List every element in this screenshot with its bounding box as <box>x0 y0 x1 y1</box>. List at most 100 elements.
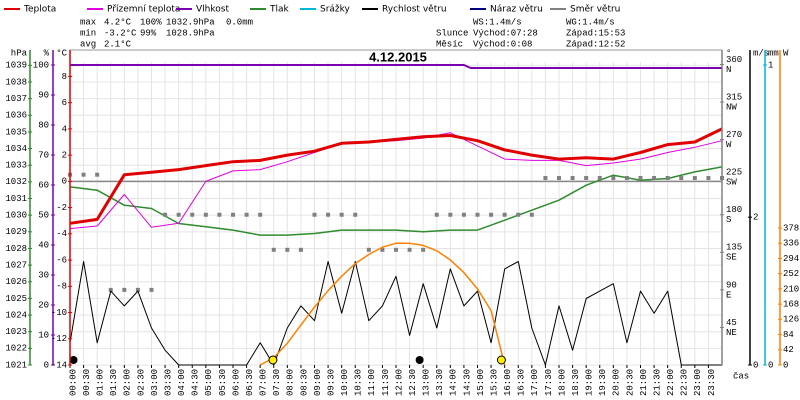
y-tick-label: 1030 <box>5 211 27 221</box>
y-tick-label: 1028 <box>5 244 27 254</box>
direction-point <box>203 212 208 217</box>
direction-point <box>176 212 181 217</box>
direction-point <box>285 247 290 252</box>
moon-marker <box>415 356 424 364</box>
direction-point <box>665 176 670 181</box>
x-tick-label: 15:00 <box>476 369 486 396</box>
y-tick-label: 1031 <box>5 194 27 204</box>
y-tick-label: 1026 <box>5 277 27 287</box>
header: max 4.2°C 100% 1032.9hPa 0.0mm min -3.2°… <box>4 5 625 49</box>
direction-point <box>217 212 222 217</box>
y-tick-label: 1025 <box>5 294 27 304</box>
y-tick-label: 270 <box>726 130 742 140</box>
y-tick-label: -10 <box>51 308 67 318</box>
direction-point <box>706 176 711 181</box>
y-tick-label: 225 <box>726 168 742 178</box>
x-tick-label: 18:30 <box>571 369 581 396</box>
legend-label: Teplota <box>23 5 56 15</box>
y-tick-label: 90 <box>38 90 49 100</box>
y-tick-label: 0 <box>783 360 788 370</box>
astro: Západ:15:53 <box>566 28 625 38</box>
wind-stat: WG:1.4m/s <box>566 17 615 27</box>
y-tick-label: 100 <box>33 60 49 70</box>
x-tick-label: 06:00 <box>231 369 241 396</box>
y-tick-label: 40 <box>38 240 49 250</box>
x-tick-label: 22:00 <box>666 369 676 396</box>
direction-point <box>95 172 100 177</box>
legend-label: Náraz větru <box>490 5 543 15</box>
y-tick-label: 60 <box>38 180 49 190</box>
direction-point <box>353 212 358 217</box>
stat: 99% <box>140 28 157 38</box>
x-tick-label: 11:00 <box>367 369 377 396</box>
stat: 2.1°C <box>104 39 132 49</box>
direction-point <box>434 212 439 217</box>
y-tick-label: 0 <box>62 177 67 187</box>
astro: Západ:12:52 <box>566 39 625 49</box>
y-tick-label: 0 <box>44 360 49 370</box>
x-tick-label: 21:00 <box>639 369 649 396</box>
x-tick-label: 02:00 <box>123 369 133 396</box>
x-tick-label: 11:30 <box>381 369 391 396</box>
direction-label: NE <box>726 328 737 338</box>
stat: -3.2°C <box>104 28 137 38</box>
x-tick-label: 07:00 <box>259 369 269 396</box>
x-tick-label: 07:30 <box>272 369 282 396</box>
direction-point <box>529 212 534 217</box>
x-tick-label: 13:00 <box>422 369 432 396</box>
y-tick-label: 0 <box>768 360 773 370</box>
x-tick-label: 17:00 <box>530 369 540 396</box>
direction-point <box>190 212 195 217</box>
direction-point <box>652 176 657 181</box>
y-tick-label: 180 <box>726 205 742 215</box>
x-tick-label: 20:00 <box>612 369 622 396</box>
y-tick-label: 252 <box>783 269 799 279</box>
x-tick-label: 04:30 <box>191 369 201 396</box>
x-tick-label: 05:30 <box>218 369 228 396</box>
direction-label: SW <box>726 178 737 188</box>
y-tick-label: 1023 <box>5 327 27 337</box>
direction-label: SE <box>726 253 737 263</box>
direction-point <box>380 247 385 252</box>
x-tick-label: 03:30 <box>163 369 173 396</box>
y-tick-label: -8 <box>56 282 67 292</box>
y-tick-label: 1022 <box>5 344 27 354</box>
moon-marker <box>69 356 78 364</box>
direction-point <box>135 287 140 292</box>
stat: 4.2°C <box>104 17 132 27</box>
y-tick-label: 1037 <box>5 94 27 104</box>
direction-point <box>271 247 276 252</box>
stat: 100% <box>140 17 162 27</box>
y-tick-label: 1034 <box>5 144 27 154</box>
y-tick-label: 4 <box>62 124 67 134</box>
marks <box>68 64 724 366</box>
x-tick-label: 23:30 <box>707 369 717 396</box>
x-tick-label: 17:30 <box>544 369 554 396</box>
x-tick-label: 03:00 <box>150 369 160 396</box>
x-tick-label: 08:30 <box>299 369 309 396</box>
direction-label: NW <box>726 102 737 112</box>
y-tick-label: 80 <box>38 120 49 130</box>
stat-label: avg <box>80 39 96 49</box>
x-tick-label: 14:00 <box>449 369 459 396</box>
y-tick-label: 168 <box>783 299 799 309</box>
x-axis-label: čas <box>733 371 749 381</box>
y-tick-label: -2 <box>56 203 67 213</box>
y-tick-label: 126 <box>783 315 799 325</box>
direction-label: S <box>726 215 731 225</box>
y-tick-label: 1039 <box>5 61 27 71</box>
series-line <box>70 64 722 69</box>
axis-unit: mm <box>768 48 779 58</box>
x-tick-label: 13:30 <box>435 369 445 396</box>
x-tick-label: 04:00 <box>177 369 187 396</box>
y-tick-label: 20 <box>38 300 49 310</box>
x-tick-label: 19:00 <box>585 369 595 396</box>
direction-point <box>461 212 466 217</box>
direction-point <box>108 287 113 292</box>
x-tick-label: 23:00 <box>693 369 703 396</box>
direction-point <box>421 247 426 252</box>
direction-label: N <box>726 65 731 75</box>
sun-marker <box>268 355 278 365</box>
y-tick-label: -4 <box>56 229 67 239</box>
y-tick-label: 1038 <box>5 77 27 87</box>
